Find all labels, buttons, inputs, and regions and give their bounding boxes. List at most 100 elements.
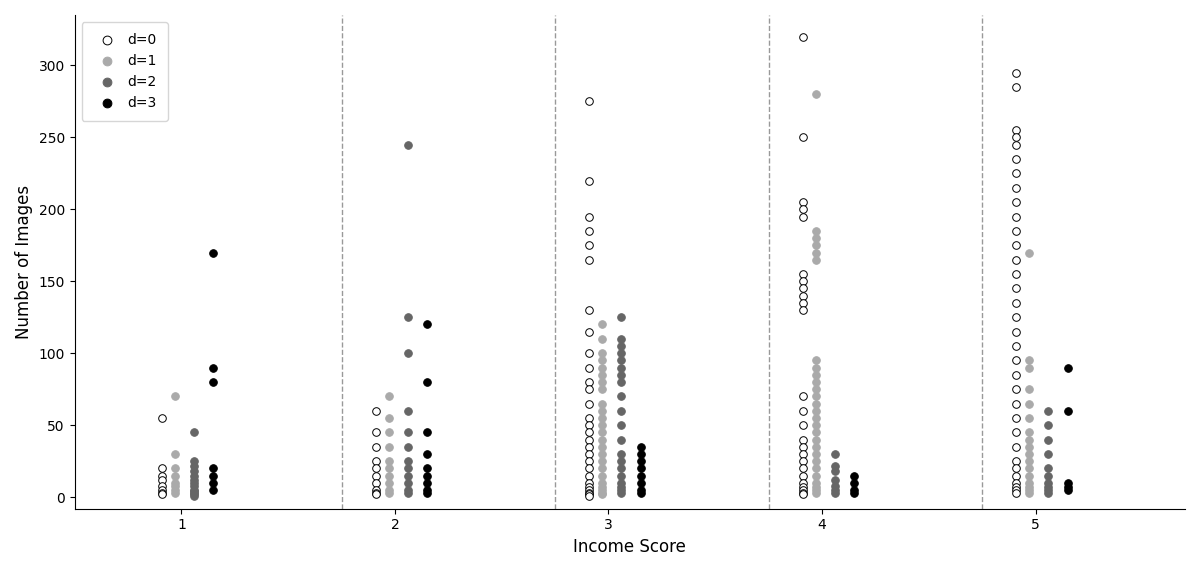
Point <box>204 471 223 480</box>
Point <box>806 356 826 365</box>
Point <box>793 291 812 300</box>
Point <box>204 248 223 257</box>
Point <box>1039 435 1058 444</box>
Point <box>580 443 599 452</box>
Point <box>580 478 599 488</box>
Point <box>612 471 631 480</box>
Point <box>1020 478 1039 488</box>
Point <box>845 478 864 488</box>
Point <box>398 313 418 322</box>
Point <box>793 457 812 466</box>
Point <box>185 487 204 496</box>
Point <box>1020 482 1039 492</box>
Point <box>580 385 599 394</box>
Point <box>612 377 631 387</box>
Point <box>593 443 612 452</box>
Point <box>1058 363 1078 372</box>
Point <box>418 478 437 488</box>
Point <box>1007 255 1026 264</box>
Point <box>152 488 172 497</box>
Point <box>580 485 599 494</box>
Point <box>1020 485 1039 494</box>
Point <box>593 407 612 416</box>
Point <box>185 478 204 488</box>
Point <box>366 478 385 488</box>
Point <box>398 407 418 416</box>
Point <box>593 428 612 437</box>
Point <box>1039 488 1058 497</box>
Point <box>580 97 599 106</box>
Point <box>1039 482 1058 492</box>
Point <box>1020 399 1039 408</box>
Point <box>612 482 631 492</box>
Point <box>593 377 612 387</box>
Point <box>806 377 826 387</box>
Point <box>793 270 812 279</box>
Point <box>185 461 204 470</box>
Point <box>366 407 385 416</box>
Point <box>580 428 599 437</box>
Point <box>612 356 631 365</box>
Point <box>580 255 599 264</box>
Point <box>826 485 845 494</box>
Point <box>793 284 812 293</box>
Point <box>398 443 418 452</box>
Point <box>166 449 185 459</box>
Point <box>612 464 631 473</box>
Point <box>1007 488 1026 497</box>
Point <box>793 212 812 221</box>
Point <box>580 421 599 430</box>
Point <box>379 392 398 401</box>
Point <box>1039 471 1058 480</box>
Point <box>580 491 599 500</box>
Point <box>379 478 398 488</box>
Point <box>418 471 437 480</box>
Point <box>806 392 826 401</box>
Point <box>826 481 845 490</box>
Point <box>793 449 812 459</box>
Point <box>580 490 599 499</box>
Point <box>806 363 826 372</box>
Point <box>593 449 612 459</box>
Point <box>1007 270 1026 279</box>
Point <box>366 488 385 497</box>
Point <box>185 428 204 437</box>
Point <box>166 488 185 497</box>
Point <box>185 488 204 497</box>
Point <box>185 490 204 499</box>
Point <box>1007 478 1026 488</box>
Point <box>152 413 172 423</box>
Point <box>593 478 612 488</box>
Point <box>1007 313 1026 322</box>
Point <box>1039 421 1058 430</box>
Point <box>806 385 826 394</box>
Point <box>612 392 631 401</box>
Point <box>806 428 826 437</box>
Point <box>612 457 631 466</box>
Point <box>631 485 650 494</box>
Point <box>418 485 437 494</box>
Point <box>593 421 612 430</box>
Point <box>593 457 612 466</box>
Point <box>845 488 864 497</box>
Point <box>793 471 812 480</box>
Point <box>593 435 612 444</box>
Point <box>826 488 845 497</box>
Point <box>793 32 812 41</box>
Point <box>1020 443 1039 452</box>
Point <box>185 481 204 490</box>
Point <box>1020 449 1039 459</box>
Point <box>1007 154 1026 163</box>
Point <box>1007 428 1026 437</box>
Point <box>793 490 812 499</box>
Point <box>366 428 385 437</box>
Point <box>593 482 612 492</box>
Point <box>593 370 612 379</box>
Point <box>1007 341 1026 351</box>
Point <box>1020 464 1039 473</box>
Point <box>204 377 223 387</box>
Point <box>580 464 599 473</box>
Point <box>806 464 826 473</box>
Point <box>1020 435 1039 444</box>
Point <box>1007 356 1026 365</box>
